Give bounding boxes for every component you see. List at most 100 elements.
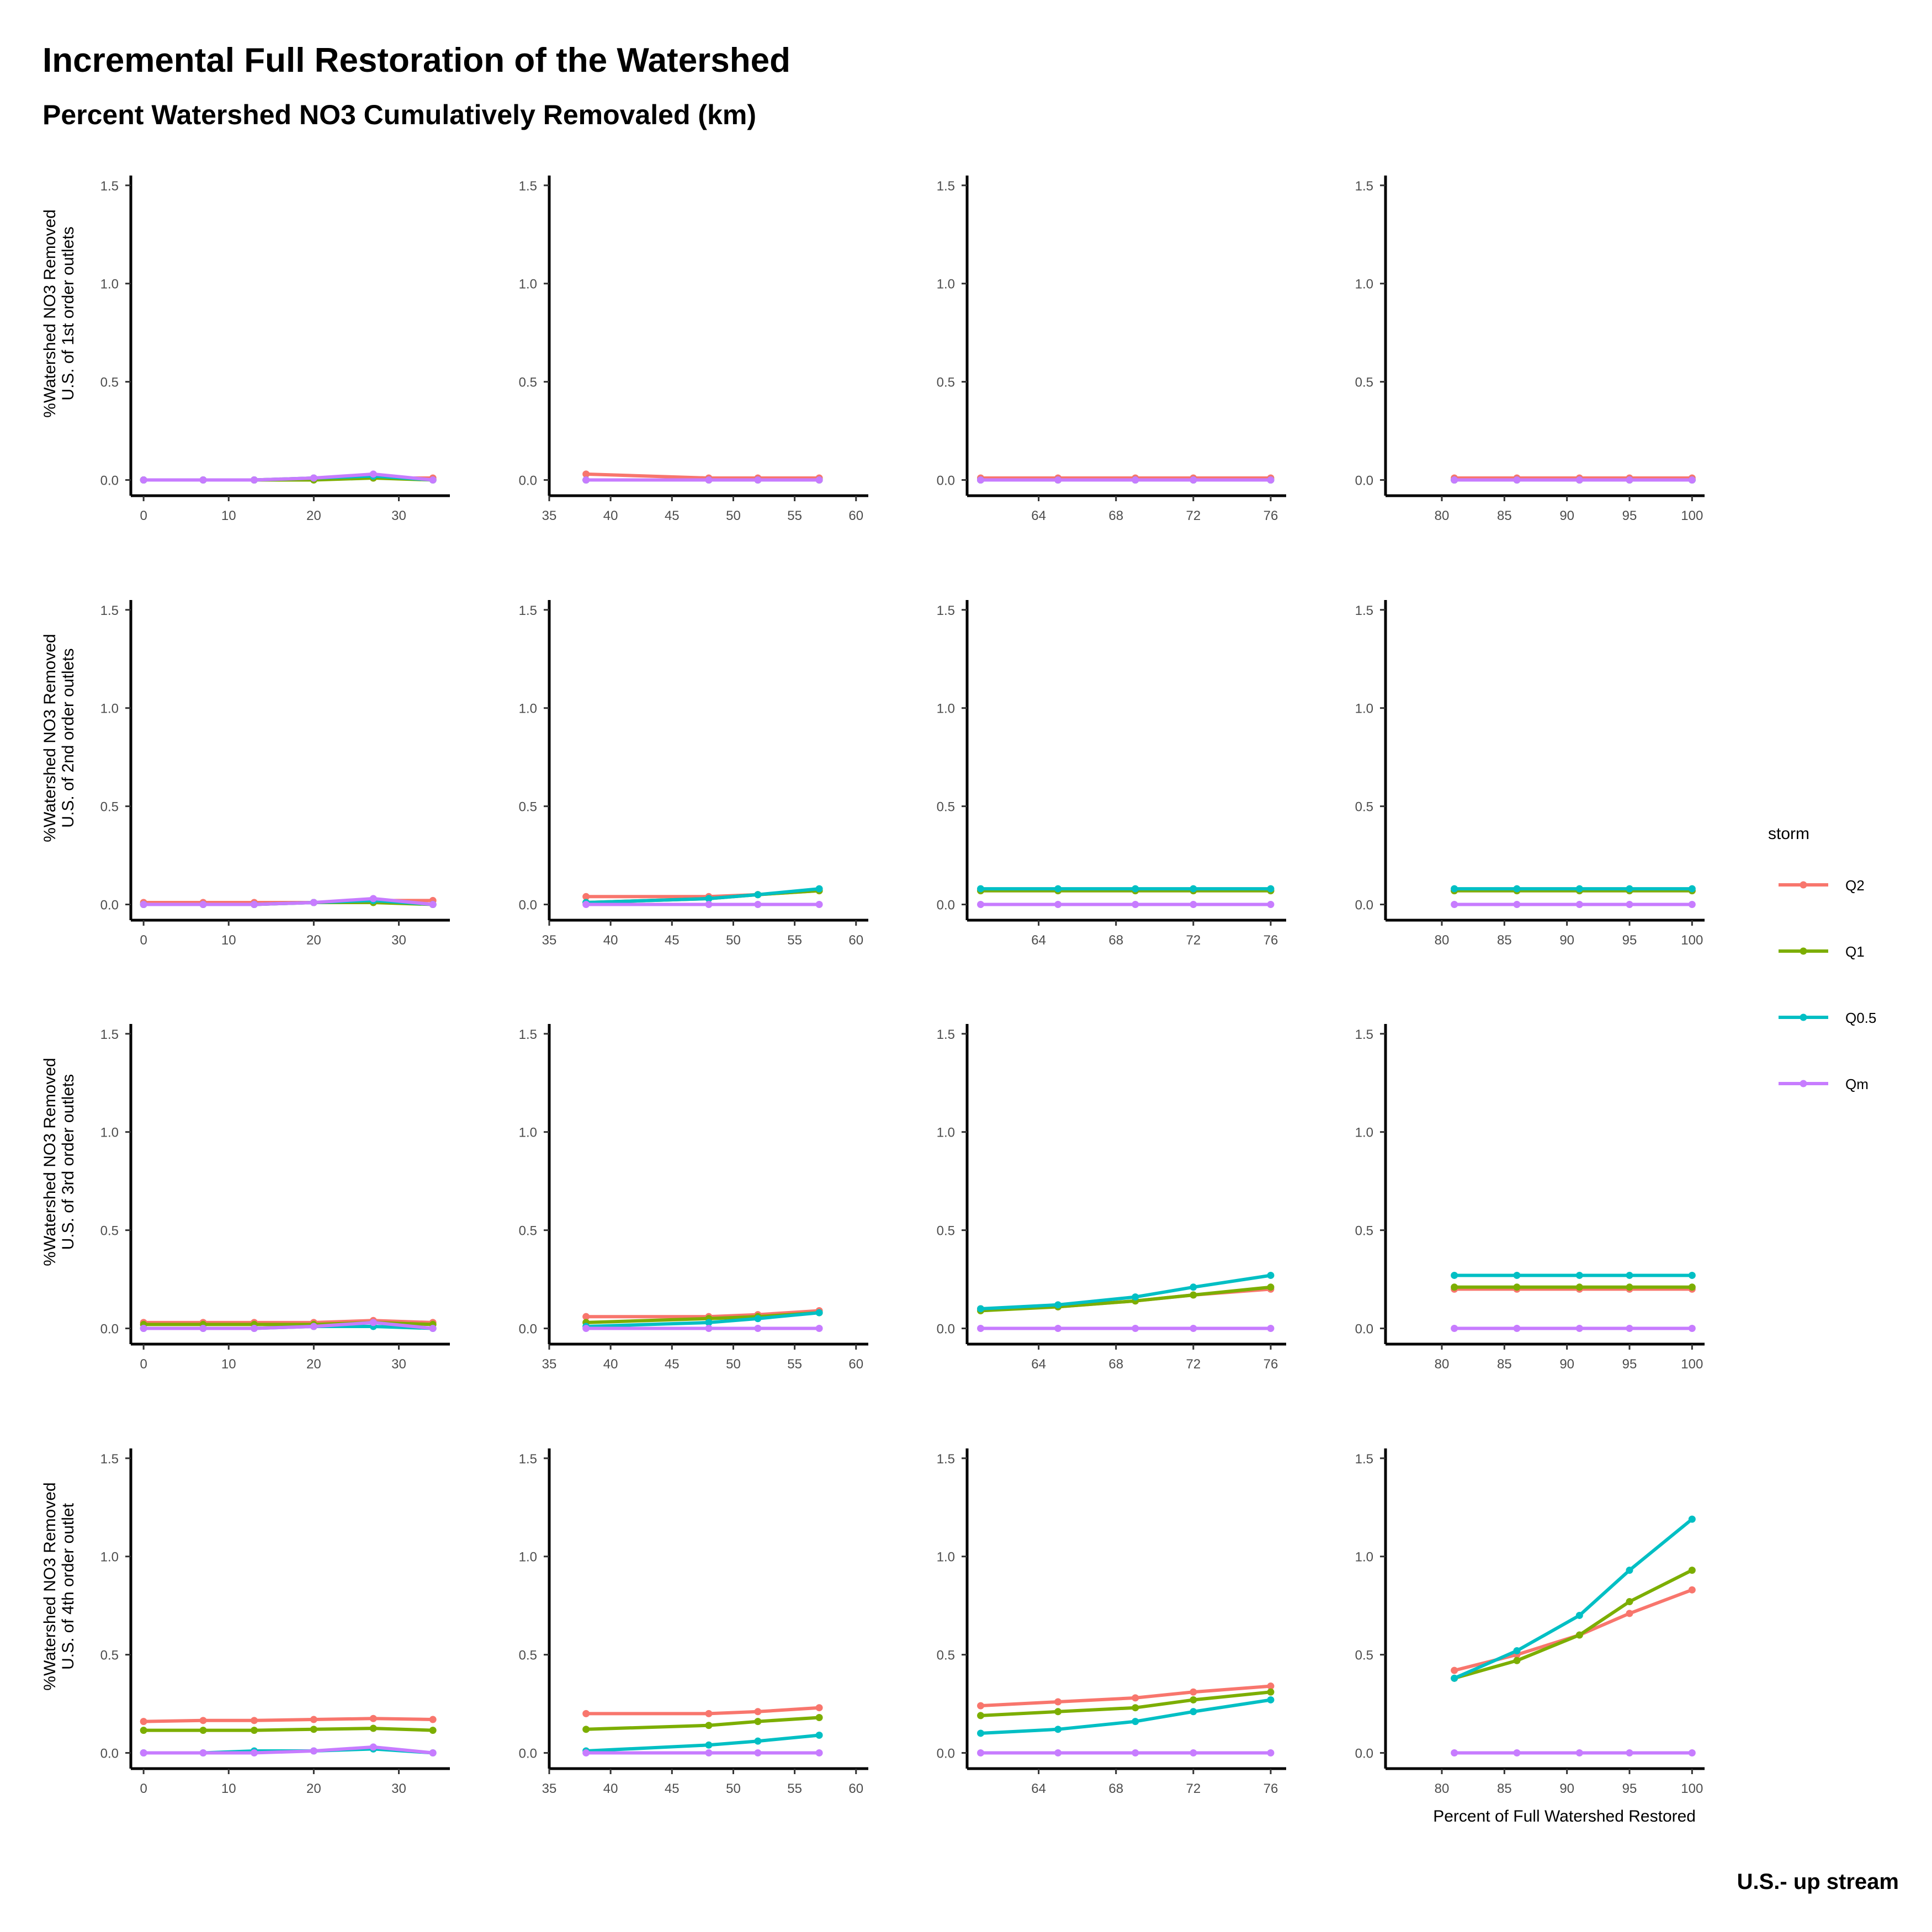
x-tick-label: 20 xyxy=(306,1781,321,1796)
y-tick-label: 1.5 xyxy=(100,179,119,194)
legend-title: storm xyxy=(1768,825,1809,843)
data-point-qm xyxy=(1688,1325,1696,1333)
x-tick-label: 80 xyxy=(1435,933,1450,948)
data-point-q05 xyxy=(1267,885,1275,893)
x-tick-label: 100 xyxy=(1681,1781,1703,1796)
data-point-q05 xyxy=(1688,885,1696,893)
row-label-1: %Watershed NO3 Removed U.S. of 1st order … xyxy=(41,209,77,417)
y-tick-label: 0.0 xyxy=(100,1747,119,1761)
data-point-qm xyxy=(1132,476,1139,484)
data-point-q1 xyxy=(140,1727,147,1734)
data-point-q05 xyxy=(1267,1696,1275,1703)
y-tick-label: 1.0 xyxy=(937,1126,955,1140)
series-line-q2 xyxy=(142,1319,435,1324)
y-tick-label: 1.0 xyxy=(519,1550,537,1565)
x-tick-label: 60 xyxy=(848,1781,863,1796)
x-tick-label: 10 xyxy=(221,933,236,948)
row-label-line: %Watershed NO3 Removed xyxy=(41,1482,59,1690)
series-line-qm xyxy=(142,1320,435,1330)
data-point-qm xyxy=(369,1743,377,1751)
chart-title: Incremental Full Restoration of the Wate… xyxy=(43,41,790,79)
data-point-qm xyxy=(1688,476,1696,484)
data-point-qm xyxy=(1626,1325,1633,1333)
y-tick-label: 0.0 xyxy=(100,1322,119,1337)
data-point-qm xyxy=(977,1749,985,1757)
data-point-q1 xyxy=(1054,1708,1062,1716)
row-label-line: U.S. of 1st order outlets xyxy=(59,226,77,400)
data-point-q05 xyxy=(1688,1271,1696,1279)
row-label-line: %Watershed NO3 Removed xyxy=(41,209,59,417)
legend-key-point xyxy=(1800,1013,1807,1021)
data-point-q2 xyxy=(1054,1698,1062,1706)
row-label-line: U.S. of 2nd order outlets xyxy=(59,648,77,827)
data-point-qm xyxy=(199,1749,207,1757)
x-tick-label: 50 xyxy=(726,1781,741,1796)
panel-r4-c4: 0.0 0.5 1.0 1.5 80 85 90 95 100 xyxy=(1355,1448,1705,1796)
x-tick-label: 55 xyxy=(787,508,802,523)
x-tick-label: 85 xyxy=(1497,1781,1512,1796)
data-point-q05 xyxy=(705,1741,713,1749)
data-point-qm xyxy=(1688,1749,1696,1757)
data-point-q2 xyxy=(199,1717,207,1724)
data-point-q1 xyxy=(1190,1291,1197,1299)
x-tick-label: 64 xyxy=(1031,933,1046,948)
data-point-qm xyxy=(1054,901,1062,909)
y-tick-label: 1.0 xyxy=(519,702,537,716)
y-tick-label: 1.0 xyxy=(100,277,119,292)
x-tick-label: 40 xyxy=(603,1781,618,1796)
x-tick-label: 90 xyxy=(1559,933,1574,948)
y-tick-label: 0.5 xyxy=(519,1648,537,1663)
legend-label: Q1 xyxy=(1845,943,1865,960)
data-point-q2 xyxy=(977,1702,985,1710)
legend-label: Q2 xyxy=(1845,877,1865,894)
data-point-q1 xyxy=(754,1718,762,1726)
data-point-qm xyxy=(199,1325,207,1333)
panel-r2-c2: 0.0 0.5 1.0 1.5 35 40 45 50 55 60 xyxy=(519,600,868,948)
data-point-q1 xyxy=(1513,1283,1521,1291)
data-point-qm xyxy=(369,470,377,478)
data-point-qm xyxy=(705,1325,713,1333)
x-tick-label: 35 xyxy=(542,508,557,523)
data-point-q05 xyxy=(754,1315,762,1323)
y-tick-label: 1.5 xyxy=(100,1027,119,1042)
x-tick-label: 76 xyxy=(1264,508,1278,523)
x-tick-label: 10 xyxy=(221,508,236,523)
data-point-qm xyxy=(140,901,147,909)
data-point-q2 xyxy=(582,893,590,900)
data-point-qm xyxy=(705,1749,713,1757)
x-tick-label: 68 xyxy=(1108,508,1123,523)
x-tick-label: 30 xyxy=(391,933,406,948)
data-point-qm xyxy=(250,901,258,909)
y-tick-label: 1.5 xyxy=(937,1452,955,1467)
data-point-q1 xyxy=(250,1727,258,1734)
y-tick-label: 1.0 xyxy=(1355,702,1373,716)
series-line-q05 xyxy=(584,1311,821,1328)
data-point-qm xyxy=(977,901,985,909)
x-tick-label: 30 xyxy=(391,508,406,523)
x-tick-label: 50 xyxy=(726,933,741,948)
x-tick-label: 72 xyxy=(1186,1781,1201,1796)
y-tick-label: 1.0 xyxy=(100,702,119,716)
data-point-q1 xyxy=(1575,1631,1583,1639)
x-tick-label: 85 xyxy=(1497,508,1512,523)
x-tick-label: 45 xyxy=(665,1781,680,1796)
data-point-q1 xyxy=(977,1712,985,1719)
y-tick-label: 0.5 xyxy=(937,375,955,390)
data-point-qm xyxy=(1132,1325,1139,1333)
x-tick-label: 55 xyxy=(787,1357,802,1372)
data-point-qm xyxy=(1575,901,1583,909)
data-point-qm xyxy=(977,476,985,484)
x-tick-label: 45 xyxy=(665,1357,680,1372)
data-point-qm xyxy=(705,901,713,909)
data-point-q1 xyxy=(1451,1283,1458,1291)
x-tick-label: 40 xyxy=(603,1357,618,1372)
data-point-qm xyxy=(140,1325,147,1333)
panel-r2-c4: 0.0 0.5 1.0 1.5 80 85 90 95 100 xyxy=(1355,600,1705,948)
panel-r2-c3: 0.0 0.5 1.0 1.5 64 68 72 76 xyxy=(937,600,1286,948)
y-tick-label: 1.5 xyxy=(937,179,955,194)
x-tick-label: 0 xyxy=(140,1357,147,1372)
data-point-q05 xyxy=(977,885,985,893)
data-point-q2 xyxy=(705,1710,713,1717)
series-line-qm xyxy=(142,896,435,906)
